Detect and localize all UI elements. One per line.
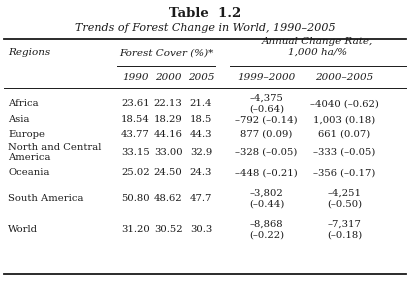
Text: 18.54: 18.54 — [121, 115, 149, 124]
Text: South America: South America — [8, 194, 83, 203]
Text: Europe: Europe — [8, 130, 45, 139]
Text: 30.52: 30.52 — [153, 225, 182, 234]
Text: –4,251
(–0.50): –4,251 (–0.50) — [326, 189, 361, 208]
Text: Table  1.2: Table 1.2 — [169, 7, 240, 20]
Text: 661 (0.07): 661 (0.07) — [317, 130, 370, 139]
Text: 24.3: 24.3 — [189, 168, 211, 177]
Text: 43.77: 43.77 — [121, 130, 149, 139]
Text: 44.16: 44.16 — [153, 130, 182, 139]
Text: 18.5: 18.5 — [189, 115, 211, 124]
Text: 33.15: 33.15 — [121, 148, 149, 157]
Text: Trends of Forest Change in World, 1990–2005: Trends of Forest Change in World, 1990–2… — [74, 23, 335, 33]
Text: 25.02: 25.02 — [121, 168, 149, 177]
Text: 18.29: 18.29 — [153, 115, 182, 124]
Text: –4,375
(–0.64): –4,375 (–0.64) — [248, 94, 283, 114]
Text: –792 (–0.14): –792 (–0.14) — [235, 115, 297, 124]
Text: Asia: Asia — [8, 115, 29, 124]
Text: Regions: Regions — [8, 48, 50, 57]
Text: 31.20: 31.20 — [121, 225, 149, 234]
Text: 877 (0.09): 877 (0.09) — [240, 130, 292, 139]
Text: 2005: 2005 — [187, 73, 213, 82]
Text: 33.00: 33.00 — [153, 148, 182, 157]
Text: Oceania: Oceania — [8, 168, 49, 177]
Text: 48.62: 48.62 — [153, 194, 182, 203]
Text: 23.61: 23.61 — [121, 99, 149, 108]
Text: 1,003 (0.18): 1,003 (0.18) — [312, 115, 375, 124]
Text: 24.50: 24.50 — [153, 168, 182, 177]
Text: 32.9: 32.9 — [189, 148, 211, 157]
Text: 47.7: 47.7 — [189, 194, 211, 203]
Text: 2000: 2000 — [155, 73, 181, 82]
Text: Annual Change Rate,
1,000 ha/%: Annual Change Rate, 1,000 ha/% — [261, 37, 373, 57]
Text: –4040 (–0.62): –4040 (–0.62) — [309, 99, 378, 108]
Text: –328 (–0.05): –328 (–0.05) — [235, 148, 297, 157]
Text: Africa: Africa — [8, 99, 39, 108]
Text: 1999–2000: 1999–2000 — [237, 73, 295, 82]
Text: Forest Cover (%)*: Forest Cover (%)* — [119, 48, 213, 57]
Text: 22.13: 22.13 — [153, 99, 182, 108]
Text: –356 (–0.17): –356 (–0.17) — [312, 168, 375, 177]
Text: –7,317
(–0.18): –7,317 (–0.18) — [326, 219, 361, 239]
Text: 44.3: 44.3 — [189, 130, 211, 139]
Text: –333 (–0.05): –333 (–0.05) — [312, 148, 375, 157]
Text: –448 (–0.21): –448 (–0.21) — [234, 168, 297, 177]
Text: –8,868
(–0.22): –8,868 (–0.22) — [248, 219, 283, 239]
Text: World: World — [8, 225, 38, 234]
Text: 50.80: 50.80 — [121, 194, 149, 203]
Text: 30.3: 30.3 — [189, 225, 211, 234]
Text: 2000–2005: 2000–2005 — [315, 73, 373, 82]
Text: –3,802
(–0.44): –3,802 (–0.44) — [248, 189, 283, 208]
Text: 21.4: 21.4 — [189, 99, 211, 108]
Text: 1990: 1990 — [122, 73, 148, 82]
Text: North and Central
America: North and Central America — [8, 142, 101, 162]
